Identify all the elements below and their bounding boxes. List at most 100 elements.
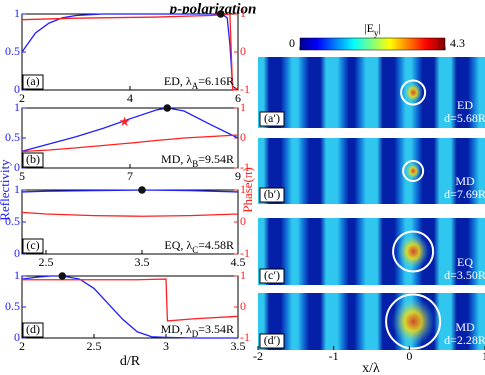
data-line (22, 278, 239, 322)
y-tick-label: 0.5 (5, 130, 20, 144)
mode-label: ED (457, 98, 473, 112)
x-tick-label: 4 (127, 91, 133, 105)
panel-label-box (22, 238, 44, 254)
y2-axis-label: Phase(π) (240, 167, 255, 213)
annotation-part: D (192, 329, 199, 339)
particle-outline (392, 230, 435, 273)
annotation-part: =4.58R (198, 238, 234, 252)
panel-label: (b) (26, 152, 40, 166)
panel-label: (c) (26, 238, 39, 252)
annotation: ED, λA=6.16R (164, 74, 234, 91)
data-line (21, 134, 239, 153)
annotation-part: MD, λ (161, 152, 192, 166)
field-map (258, 293, 485, 350)
y2-tick-label: 1 (240, 100, 246, 114)
y2-tick-label: 1 (240, 268, 246, 282)
field-map (258, 218, 485, 285)
y-tick-label: 0 (14, 330, 20, 344)
panel-label: (a′) (264, 111, 280, 125)
panel-label: (d) (26, 322, 40, 336)
annotation-part: =6.16R (198, 74, 234, 88)
data-line (21, 211, 239, 217)
x-tick-label: 9 (235, 169, 241, 183)
field-map (258, 138, 485, 204)
panel-label: (b′) (264, 187, 281, 201)
dot-marker (163, 104, 172, 112)
y2-tick-label: 0 (240, 44, 246, 58)
panel-label-box (259, 111, 285, 127)
x-tick-label: 3 (163, 339, 169, 353)
colorbar-label: |Ey| (364, 21, 381, 38)
field-hotspot (391, 297, 435, 346)
field-hotspot (405, 162, 422, 180)
x-tick-label: 2 (19, 91, 25, 105)
y-axis-label: Reflectivity (0, 159, 12, 221)
y-tick-label: 1 (14, 268, 20, 282)
panel-label: (a) (26, 74, 39, 88)
colorbar (299, 37, 446, 51)
x-axis-label: x/λ (362, 361, 380, 375)
y2-tick-label: 0 (240, 299, 246, 313)
plot-frame (21, 189, 239, 255)
x-tick-label: 0 (406, 349, 412, 363)
y2-tick-label: -1 (240, 160, 250, 174)
particle-outline (400, 79, 427, 106)
annotation-part: =3.54R (198, 322, 234, 336)
size-label: d=7.69R (444, 187, 485, 201)
colorbar-tick-label: 0 (289, 36, 295, 50)
y2-tick-label: -1 (240, 82, 250, 96)
x-tick-label: 2 (19, 339, 25, 353)
panel-label-box (22, 74, 44, 90)
x-tick-label: 7 (127, 169, 133, 183)
data-line (21, 13, 239, 91)
annotation-part: A (192, 81, 199, 91)
y-tick-label: 1 (14, 6, 20, 20)
x-tick-label: 3.5 (231, 339, 246, 353)
y2-tick-label: -1 (240, 246, 250, 260)
panel-label-box (22, 152, 44, 168)
mode-label: MD (455, 174, 475, 188)
colorbar-label-part: y (374, 28, 379, 38)
particle-outline (402, 160, 425, 182)
x-tick-label: -1 (329, 349, 339, 363)
y2-tick-label: 1 (240, 6, 246, 20)
x-tick-label: 1 (482, 349, 485, 363)
panel-label-box (259, 187, 285, 203)
x-tick-label: 2.5 (87, 339, 102, 353)
x-tick-label: 6 (235, 91, 241, 105)
y-tick-label: 0 (14, 160, 20, 174)
colorbar-label-part: |E (364, 21, 374, 35)
y-tick-label: 0 (14, 246, 20, 260)
data-line (21, 275, 238, 339)
star-marker: ★ (119, 114, 131, 129)
colorbar-tick-label: 4.3 (450, 36, 465, 50)
x-tick-label: 3.5 (135, 255, 150, 269)
annotation: EQ, λC=4.58R (164, 238, 234, 255)
y-tick-label: 1 (14, 182, 20, 196)
y2-tick-label: 0 (240, 130, 246, 144)
x-axis-label: d/R (120, 354, 141, 369)
data-line (21, 13, 239, 91)
x-tick-label: -2 (253, 349, 263, 363)
plot-frame (21, 13, 239, 91)
field-map (258, 57, 485, 128)
data-line (21, 189, 239, 193)
x-tick-label: 2.5 (39, 255, 54, 269)
annotation-part: C (192, 245, 198, 255)
y2-tick-label: 1 (240, 182, 246, 196)
y2-tick-label: 0 (240, 214, 246, 228)
field-hotspot (403, 81, 423, 104)
panel-label-box (259, 333, 285, 349)
annotation: MD, λB=9.54R (161, 152, 234, 169)
annotation-part: EQ, λ (164, 238, 192, 252)
y-tick-label: 1 (14, 100, 20, 114)
panel-label-box (259, 268, 285, 284)
dot-marker (216, 10, 225, 18)
dot-marker (138, 186, 146, 194)
particle-outline (385, 293, 442, 350)
data-line (21, 107, 239, 152)
colorbar-label-part: | (378, 21, 380, 35)
panel-label: (d′) (264, 333, 281, 347)
annotation-part: =9.54R (198, 152, 234, 166)
